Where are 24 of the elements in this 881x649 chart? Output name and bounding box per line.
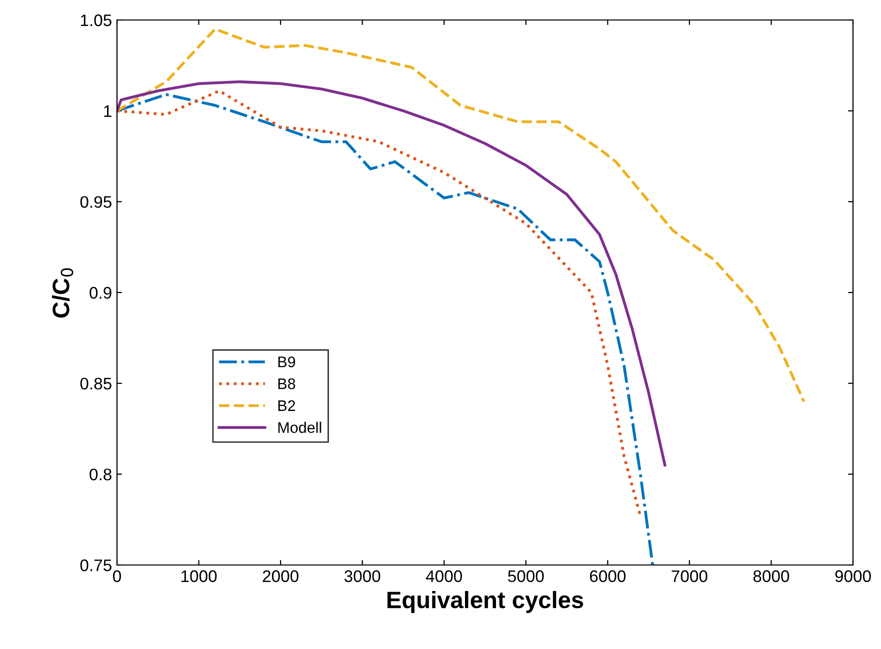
x-tick-label: 8000 [753, 570, 790, 582]
x-tick-label: 2000 [262, 570, 298, 582]
y-tick-label: 0.8 [90, 468, 112, 480]
x-tick-label: 1000 [182, 570, 217, 582]
y-tick-label: 0.95 [80, 196, 112, 208]
legend-label: B2 [278, 400, 296, 411]
y-tick-label: 0.9 [90, 286, 112, 299]
x-axis-title: Equivalent cycles [388, 590, 584, 613]
y-tick-label: 0.85 [80, 378, 112, 390]
x-tick-label: 5000 [508, 570, 544, 582]
x-tick-label: 0 [113, 570, 121, 582]
x-tick-label: 6000 [590, 570, 626, 582]
y-tick-label: 0.75 [80, 559, 112, 572]
y-tick-label: 1.05 [80, 14, 112, 26]
x-tick-label: 9000 [835, 570, 871, 582]
legend-label: B8 [278, 378, 296, 390]
x-tick-label: 3000 [344, 570, 380, 582]
y-tick-label: 1 [104, 105, 112, 117]
y-axis-title: C/C$_{0}$ [52, 268, 74, 318]
line-series [117, 80, 666, 466]
x-tick-label: 4000 [426, 570, 462, 582]
x-tick-label: 7000 [672, 570, 708, 582]
legend-label: Modell [278, 422, 322, 433]
legend-label: B9 [278, 356, 296, 368]
